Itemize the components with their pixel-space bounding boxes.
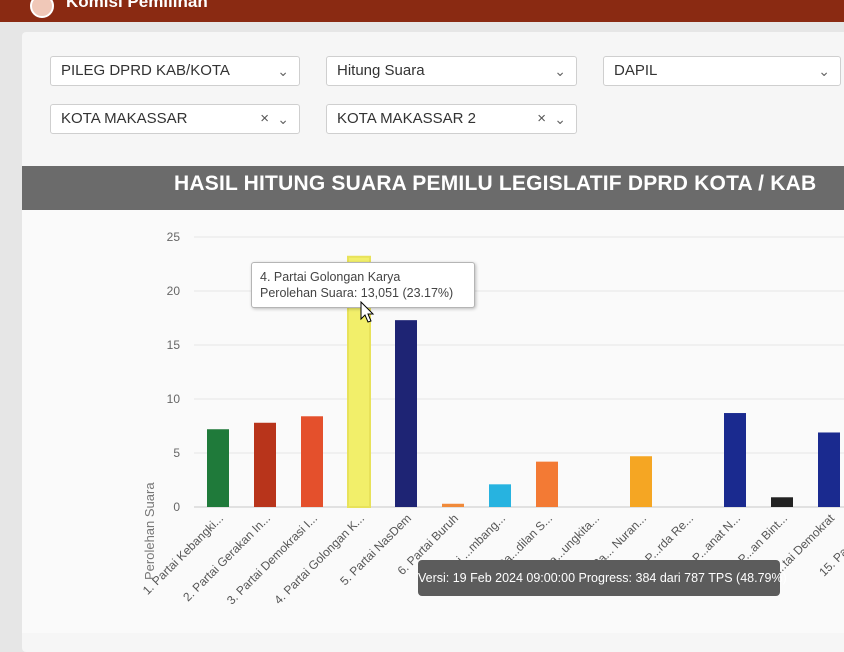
chevron-down-icon: ⌄ [277, 63, 289, 79]
chevron-down-icon: ⌄ [277, 111, 289, 127]
election-select-value: PILEG DPRD KAB/KOTA [61, 62, 230, 79]
x-tick-label: 3. Partai Demokrasi I... [224, 511, 320, 607]
bar-2[interactable] [254, 422, 276, 507]
bar-5[interactable] [395, 320, 417, 507]
y-tick-label: 15 [167, 338, 181, 352]
top-bar: Komisi Pemilihan [0, 0, 844, 22]
kpu-logo-icon [30, 0, 54, 18]
y-tick-label: 0 [173, 500, 180, 514]
bar-3[interactable] [301, 416, 323, 507]
mouse-cursor-icon [360, 301, 375, 323]
bar-12[interactable] [724, 413, 746, 507]
tooltip-votes: Perolehan Suara: 13,051 (23.17%) [260, 286, 454, 300]
bar-6[interactable] [442, 503, 464, 507]
mode-select-value: Hitung Suara [337, 62, 425, 79]
bar-1[interactable] [207, 429, 229, 507]
y-tick-label: 5 [173, 446, 180, 460]
mode-select[interactable]: Hitung Suara ⌄ [326, 56, 577, 86]
district-select[interactable]: KOTA MAKASSAR 2 × ⌄ [326, 104, 577, 134]
bar-14[interactable] [818, 432, 840, 507]
x-tick-label: 4. Partai Golongan K... [271, 511, 367, 607]
chevron-down-icon: ⌄ [554, 63, 566, 79]
y-tick-label: 25 [167, 230, 181, 244]
bar-8[interactable] [536, 461, 558, 507]
bar-7[interactable] [489, 484, 511, 507]
y-tick-label: 20 [167, 284, 181, 298]
chart-title: HASIL HITUNG SUARA PEMILU LEGISLATIF DPR… [174, 172, 817, 195]
bar-13[interactable] [771, 497, 793, 507]
clear-icon[interactable]: × [260, 110, 269, 127]
city-select-value: KOTA MAKASSAR [61, 110, 188, 127]
y-tick-label: 10 [167, 392, 181, 406]
bar-10[interactable] [630, 456, 652, 507]
district-select-value: KOTA MAKASSAR 2 [337, 110, 476, 127]
chart-title-banner: HASIL HITUNG SUARA PEMILU LEGISLATIF DPR… [22, 166, 844, 210]
election-select[interactable]: PILEG DPRD KAB/KOTA ⌄ [50, 56, 300, 86]
city-select[interactable]: KOTA MAKASSAR × ⌄ [50, 104, 300, 134]
chart-tooltip: 4. Partai Golongan Karya Perolehan Suara… [251, 262, 475, 308]
chevron-down-icon: ⌄ [554, 111, 566, 127]
bar-4[interactable] [347, 255, 371, 508]
x-tick-label: 2. Partai Gerakan In... [180, 511, 273, 604]
clear-icon[interactable]: × [537, 110, 546, 127]
chevron-down-icon: ⌄ [818, 63, 830, 79]
dapil-select[interactable]: DAPIL ⌄ [603, 56, 841, 86]
app-title: Komisi Pemilihan [66, 0, 208, 11]
version-progress-badge: Versi: 19 Feb 2024 09:00:00 Progress: 38… [418, 560, 787, 596]
tooltip-party: 4. Partai Golongan Karya [260, 270, 401, 284]
dapil-select-value: DAPIL [614, 62, 658, 79]
y-axis-label: Perolehan Suara [142, 482, 157, 580]
